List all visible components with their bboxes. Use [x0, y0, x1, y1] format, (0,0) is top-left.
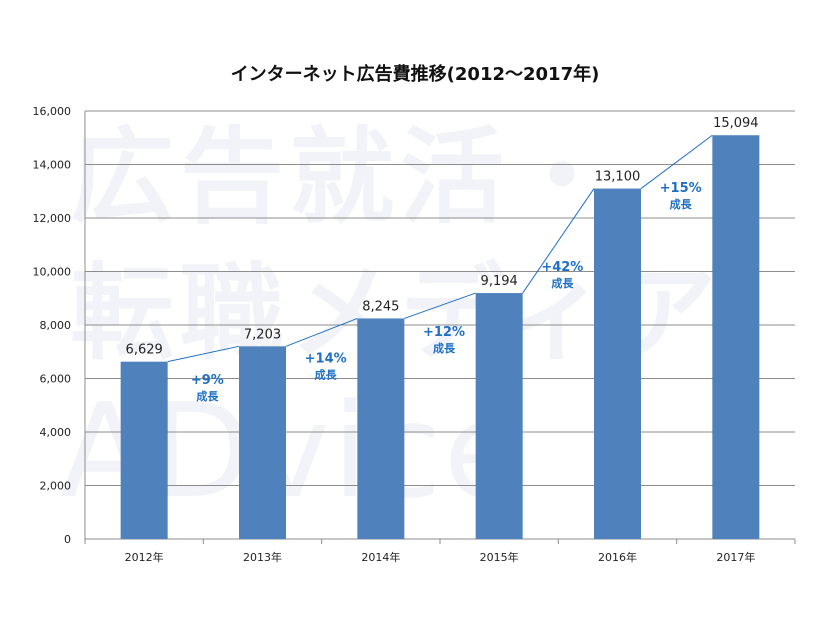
growth-caption-label: 成長: [433, 341, 456, 355]
y-tick-label: 8,000: [40, 319, 72, 332]
growth-connector-line: [640, 134, 713, 189]
growth-connector-line: [522, 188, 595, 294]
growth-rate-label: +15%: [660, 181, 702, 196]
y-tick-label: 0: [64, 533, 71, 546]
bar: [712, 135, 760, 539]
bar-value-label: 6,629: [126, 343, 163, 358]
bar: [239, 346, 286, 539]
growth-rate-label: +9%: [191, 373, 224, 388]
growth-connector-line: [404, 292, 476, 319]
y-tick-label: 6,000: [40, 373, 72, 386]
bar: [357, 318, 405, 539]
x-tick-label: 2012年: [125, 550, 164, 564]
chart-title: インターネット広告費推移(2012〜2017年): [230, 64, 600, 85]
growth-caption-label: 成長: [315, 367, 338, 381]
bar-value-label: 13,100: [595, 170, 641, 185]
growth-caption-label: 成長: [551, 276, 574, 290]
growth-rate-label: +12%: [423, 325, 465, 340]
y-tick-label: 14,000: [33, 159, 72, 172]
bar: [594, 188, 641, 539]
y-tick-label: 12,000: [33, 212, 72, 225]
x-tick-label: 2016年: [598, 550, 637, 564]
x-tick-label: 2014年: [361, 550, 400, 564]
y-tick-label: 4,000: [40, 426, 72, 439]
bar-value-label: 9,194: [481, 274, 518, 289]
bar-value-label: 15,094: [713, 116, 759, 131]
y-tick-label: 16,000: [33, 105, 72, 118]
bar-value-label: 8,245: [362, 299, 399, 314]
growth-rate-label: +42%: [541, 260, 583, 275]
growth-rate-label: +14%: [305, 351, 347, 366]
x-tick-label: 2013年: [243, 550, 282, 564]
growth-caption-label: 成長: [670, 197, 693, 211]
growth-caption-label: 成長: [196, 389, 219, 403]
x-tick-label: 2017年: [716, 550, 755, 564]
growth-connector-line: [167, 345, 240, 363]
bar-value-label: 7,203: [244, 327, 281, 342]
y-tick-label: 10,000: [33, 266, 72, 279]
x-tick-label: 2015年: [480, 550, 519, 564]
bar: [120, 361, 168, 539]
growth-connector-line: [285, 317, 358, 347]
bar: [475, 293, 523, 539]
y-tick-label: 2,000: [40, 480, 72, 493]
